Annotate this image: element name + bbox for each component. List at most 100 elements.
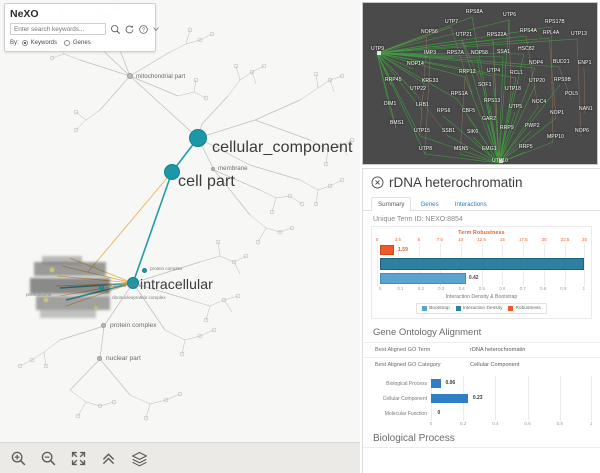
legend-swatch-interaction-density bbox=[455, 306, 461, 311]
axis-tick: 0 bbox=[429, 421, 433, 426]
gene-label: RRP45 bbox=[385, 77, 402, 83]
go-value: rDNA heterochromatin bbox=[470, 347, 526, 353]
hbar-row-molecular-function: Molecular Function 0 bbox=[371, 406, 593, 421]
zoom-out-icon[interactable] bbox=[40, 450, 57, 467]
tab-interactions[interactable]: Interactions bbox=[454, 201, 487, 208]
tree-label-nuclear-part: nuclear part bbox=[106, 355, 141, 362]
gene-node-hub[interactable] bbox=[499, 159, 503, 163]
search-filter-row: By: Keywords Genes bbox=[10, 40, 150, 46]
refresh-icon[interactable] bbox=[124, 24, 135, 35]
bar-bootstrap bbox=[380, 273, 466, 284]
gene-network-view[interactable]: RPS8A UTP6 UTP7 RPS17B NOP56 UTP21 RPS22… bbox=[362, 2, 598, 165]
gene-label: RRP5 bbox=[519, 144, 533, 150]
tree-label-cluster-ribonucleoprotein-complex: ribonucleoprotein complex bbox=[112, 295, 166, 300]
tree-node-intracellular[interactable] bbox=[127, 277, 139, 289]
gene-label: NOP1 bbox=[550, 110, 565, 116]
gene-label: UTP8 bbox=[419, 146, 433, 152]
legend-label: Interaction Density bbox=[462, 306, 503, 311]
tree-node-nuclear-part[interactable] bbox=[97, 356, 102, 361]
search-icon[interactable] bbox=[110, 24, 121, 35]
chart-xlabel: Interaction Density & Bootstrap bbox=[445, 294, 518, 300]
go-key: Best Aligned GO Term bbox=[375, 347, 431, 353]
tab-genes[interactable]: Genes bbox=[420, 201, 439, 208]
gene-label: KRE33 bbox=[422, 78, 439, 84]
gene-label: BUD21 bbox=[553, 59, 570, 65]
gene-label: RPS7A bbox=[447, 50, 464, 56]
gene-label: RPS8A bbox=[466, 9, 483, 15]
radio-keywords-label: Keywords bbox=[30, 40, 58, 46]
bar-value-bootstrap: 0.42 bbox=[468, 274, 479, 281]
gene-label: RPS13 bbox=[484, 98, 501, 104]
tree-node-cluster-b[interactable] bbox=[99, 285, 104, 290]
legend-item-robustness: Robustness bbox=[508, 306, 541, 311]
view-toolbar bbox=[0, 442, 360, 473]
go-value: Cellular Component bbox=[470, 362, 520, 368]
legend-label: Robustness bbox=[515, 306, 541, 311]
gene-node-hub[interactable] bbox=[377, 51, 381, 55]
axis-tick: 10 bbox=[458, 237, 464, 242]
radio-genes[interactable] bbox=[64, 40, 71, 46]
tree-node-protein-complex[interactable] bbox=[101, 323, 106, 328]
axis-tick: 0.8 bbox=[540, 286, 547, 291]
tree-label-membrane: membrane bbox=[218, 165, 248, 172]
legend-swatch-bootstrap bbox=[422, 306, 428, 311]
layers-icon[interactable] bbox=[130, 450, 149, 467]
gene-label: UTP22 bbox=[410, 86, 427, 92]
robustness-top-axis: 0 2.5 5 7.5 10 12.5 15 17.5 20 22.5 25 bbox=[376, 237, 587, 244]
gene-label: IMP3 bbox=[424, 50, 437, 56]
gene-label: RPS1A bbox=[451, 91, 468, 97]
gene-label: RPL4A bbox=[543, 30, 560, 36]
tree-graph[interactable] bbox=[0, 0, 360, 473]
fit-screen-icon[interactable] bbox=[70, 450, 87, 467]
axis-tick: 2.5 bbox=[394, 237, 401, 242]
hbar-value: 0 bbox=[437, 410, 441, 416]
tree-node-cell-part[interactable] bbox=[164, 164, 180, 180]
gene-label: UTP18 bbox=[505, 86, 522, 92]
gene-label: UTP6 bbox=[503, 12, 517, 18]
gene-label: SIK6 bbox=[467, 129, 479, 135]
zoom-in-icon[interactable] bbox=[10, 450, 27, 467]
robustness-plot: 1.59 0.42 bbox=[376, 244, 587, 286]
gene-label: NAN1 bbox=[579, 106, 593, 112]
app-brand: NeXO bbox=[10, 8, 39, 20]
legend-item-bootstrap: Bootstrap bbox=[422, 306, 450, 311]
axis-tick: 15 bbox=[499, 237, 505, 242]
filter-label: By: bbox=[10, 40, 19, 46]
axis-tick: 0.6 bbox=[499, 286, 506, 291]
hbar-label: Cellular Component bbox=[382, 395, 427, 402]
axis-tick: 0.2 bbox=[459, 421, 467, 426]
axis-tick: 5 bbox=[417, 237, 421, 242]
tree-node-cellular-component[interactable] bbox=[189, 129, 207, 147]
legend-label: Bootstrap bbox=[429, 306, 450, 311]
tab-summary[interactable]: Summary bbox=[371, 197, 412, 211]
gene-label: NOC4 bbox=[532, 99, 547, 105]
chevron-down-icon[interactable] bbox=[152, 25, 160, 33]
axis-tick: 0.6 bbox=[524, 421, 531, 426]
section-title-biological-process: Biological Process bbox=[363, 429, 600, 448]
axis-tick: 0.3 bbox=[438, 286, 445, 291]
gene-label: SSB1 bbox=[442, 128, 456, 134]
search-panel[interactable]: NeXO ? bbox=[4, 3, 159, 52]
close-circle-icon[interactable] bbox=[371, 176, 384, 189]
axis-tick: 0.1 bbox=[397, 286, 404, 291]
tree-node-cluster-a[interactable] bbox=[142, 268, 147, 273]
gene-label: POL5 bbox=[565, 91, 579, 97]
chart-legend: Bootstrap Interaction Density Robustness bbox=[416, 303, 547, 314]
radio-keywords[interactable] bbox=[21, 40, 28, 46]
gene-label: RPS6 bbox=[437, 108, 451, 114]
bar-interaction-density bbox=[380, 258, 584, 270]
gene-label: ENP1 bbox=[578, 60, 592, 66]
tree-node-membrane[interactable] bbox=[211, 167, 215, 171]
hbar-row-cellular-component: Cellular Component 0.23 bbox=[371, 391, 593, 406]
ontology-tree-view[interactable]: cellular_component cell part intracellul… bbox=[0, 0, 360, 473]
axis-tick: 0.4 bbox=[492, 421, 499, 426]
collapse-network-icon[interactable] bbox=[100, 450, 117, 467]
help-icon[interactable]: ? bbox=[138, 24, 149, 35]
bar-robustness bbox=[380, 245, 394, 255]
gene-network-graph[interactable] bbox=[363, 3, 598, 165]
hbar-fill bbox=[431, 394, 469, 403]
tree-node-mitochondrial-part[interactable] bbox=[127, 73, 133, 79]
gene-label: RRP9 bbox=[500, 125, 514, 131]
gene-label: BMS1 bbox=[390, 120, 405, 126]
search-input[interactable] bbox=[10, 23, 106, 35]
